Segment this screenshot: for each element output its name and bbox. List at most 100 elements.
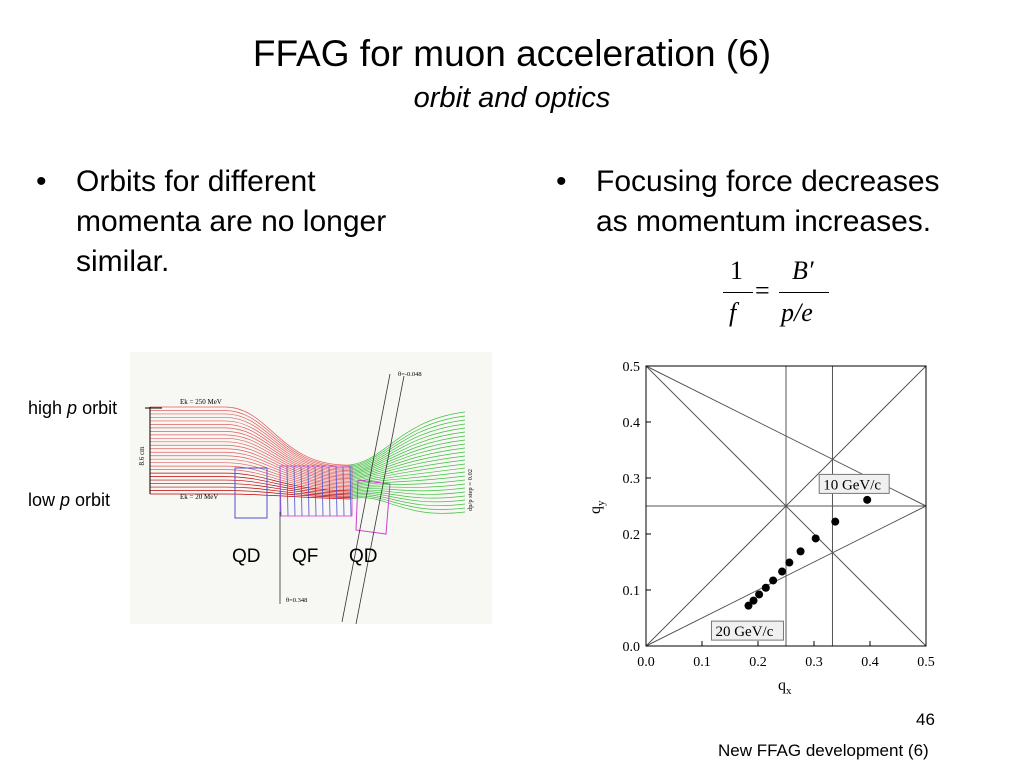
tune-point xyxy=(796,547,805,556)
orbit-trajectory xyxy=(150,434,351,477)
qd-magnet-left xyxy=(234,467,268,519)
annotation-box xyxy=(710,620,784,641)
orbit-trajectory xyxy=(150,451,351,484)
qf-segment xyxy=(335,465,338,517)
momentum-annotations: 10 GeV/c 20 GeV/c xyxy=(710,473,890,641)
annotation-text: 10 GeV/c xyxy=(823,477,881,493)
eq-lhs-bar xyxy=(723,292,753,293)
annotation-10gev: 10 GeV/c xyxy=(818,473,890,494)
orbit-trajectory xyxy=(349,479,466,489)
orbit-figure: 8.6 cm Ek = 250 MeV Ek = 20 MeV θ=-0.048… xyxy=(130,352,492,625)
theta-top-boundary xyxy=(341,373,391,623)
qd-magnet-right xyxy=(355,479,391,535)
tune-diagram-chart: 0.0 0.1 0.2 0.3 0.4 0.5 0.0 0.1 0.2 0.3 0.4 0.5 10 … xyxy=(587,360,935,697)
orbit-trajectory xyxy=(349,497,466,514)
orbit-trajectory xyxy=(150,458,351,486)
magnet-label-qd-left: QD xyxy=(232,546,261,567)
qf-segment xyxy=(349,465,352,517)
bullet-marker: • xyxy=(556,165,567,198)
eq-lhs-numerator: 1 xyxy=(730,256,743,285)
right-bullet-line: as momentum increases. xyxy=(596,205,932,238)
high-momentum-orbits xyxy=(349,411,466,514)
tune-point xyxy=(831,517,840,526)
tune-points xyxy=(744,495,872,610)
orbit-trajectory xyxy=(150,469,351,490)
slide-title: FFAG for muon acceleration (6) xyxy=(252,33,772,74)
qf-segment xyxy=(300,466,303,517)
orbit-trajectory xyxy=(150,441,351,479)
focusing-equation: 1 f = B′ p/e xyxy=(715,256,845,336)
magnet-label-qf: QF xyxy=(292,546,319,567)
orbit-trajectory xyxy=(349,439,466,475)
low-label-p: p xyxy=(60,490,71,510)
orbit-trajectory xyxy=(349,435,466,474)
high-p-orbit-label: high p orbit xyxy=(28,398,117,419)
orbit-trajectory xyxy=(349,447,466,478)
qf-outline xyxy=(279,465,353,517)
left-bullet: • Orbits for different momenta are no lo… xyxy=(36,162,476,292)
orbit-trajectory xyxy=(150,476,351,493)
theta-bottom-label: θ=0.348 xyxy=(286,597,307,604)
high-label-pre: high xyxy=(28,398,68,418)
eq-rhs-numerator: B′ xyxy=(792,256,814,285)
tune-point xyxy=(778,567,787,576)
orbit-trajectory xyxy=(150,424,351,473)
tune-point xyxy=(863,495,872,504)
orbit-trajectory xyxy=(150,420,351,471)
qf-segment xyxy=(293,465,296,517)
x-tick-label: 0.0 xyxy=(637,655,655,670)
annotation-box xyxy=(818,473,890,494)
orbit-trajectory xyxy=(349,451,466,479)
orbit-trajectory xyxy=(150,486,351,497)
eq-lhs-denominator: f xyxy=(729,298,737,327)
annotation-20gev: 20 GeV/c xyxy=(710,620,784,641)
orbit-trajectory xyxy=(150,465,351,489)
orbit-trajectory xyxy=(150,427,351,474)
right-bullet-line: Focusing force decreases xyxy=(596,165,940,198)
y-tick-label: 0.5 xyxy=(623,360,641,375)
ek-high-label: Ek = 250 MeV xyxy=(180,398,222,406)
orbit-trajectory xyxy=(349,491,466,499)
tune-point xyxy=(744,601,753,610)
x-axis-label-sub: x xyxy=(786,685,792,697)
low-p-orbit-label: low p orbit xyxy=(28,490,110,511)
page-number: 46 xyxy=(916,710,935,729)
orbit-trajectory xyxy=(349,471,466,486)
high-label-post: orbit xyxy=(77,398,118,418)
tune-point xyxy=(785,558,794,567)
orbit-trajectory xyxy=(150,483,351,496)
x-tick-label: 0.5 xyxy=(917,655,935,670)
orbit-trajectory xyxy=(349,455,466,481)
right-bullet-text: Focusing force decreases as momentum inc… xyxy=(596,162,940,242)
orbit-trajectory xyxy=(150,479,351,494)
eq-rhs-denominator: p/e xyxy=(781,298,813,327)
left-bullet-line: similar. xyxy=(76,245,170,278)
theta-top-label: θ=-0.048 xyxy=(398,371,422,378)
orbit-trajectory xyxy=(150,406,351,466)
y-axis-label-sub: y xyxy=(595,500,607,506)
x-tick-label: 0.3 xyxy=(805,655,823,670)
y-axis-label: qy xyxy=(587,500,607,514)
y-tick-label: 0.3 xyxy=(623,472,641,487)
qf-segment xyxy=(307,465,310,517)
resonance-lines xyxy=(645,365,927,647)
left-bullet-line: Orbits for different xyxy=(76,165,316,198)
tune-point xyxy=(749,596,758,605)
tune-point xyxy=(761,583,770,592)
ek-low-label: Ek = 20 MeV xyxy=(180,493,218,501)
orbit-trajectory xyxy=(349,415,466,467)
x-tick-label: 0.4 xyxy=(861,655,879,670)
orbit-trajectory xyxy=(349,489,466,495)
orbit-trajectory xyxy=(349,467,466,485)
orbit-trajectory xyxy=(150,490,351,498)
orbit-trajectory xyxy=(150,417,351,470)
chart-frame xyxy=(645,365,927,647)
tune-point xyxy=(811,534,820,543)
footer-text: New FFAG development (6) xyxy=(718,741,929,760)
orbit-trajectory xyxy=(349,431,466,473)
y-tick-label: 0.1 xyxy=(623,584,641,599)
orbit-trajectory xyxy=(349,494,466,507)
slide-subtitle: orbit and optics xyxy=(413,82,611,114)
bullet-marker: • xyxy=(36,165,47,198)
y-tick-label: 0.4 xyxy=(623,416,641,431)
